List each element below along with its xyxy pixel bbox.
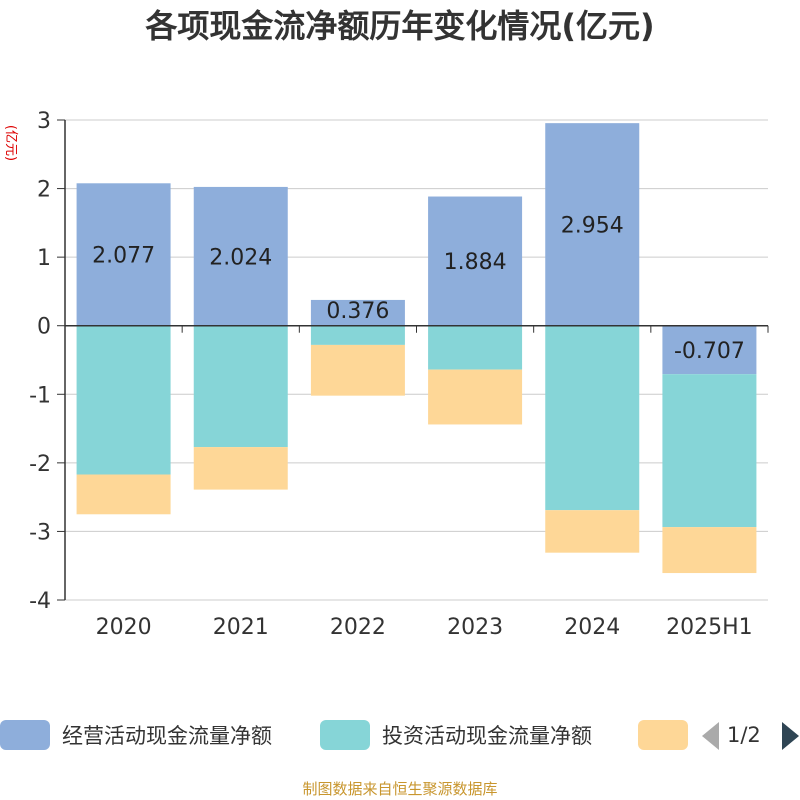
legend-swatch-operating	[0, 720, 50, 750]
x-tick-label: 2020	[96, 615, 152, 640]
bar-segment	[310, 344, 405, 396]
y-tick-label: -2	[29, 452, 51, 477]
bar-segment	[76, 474, 171, 515]
x-tick-label: 2024	[564, 615, 620, 640]
bar-segment	[428, 325, 523, 370]
legend-label-investing: 投资活动现金流量净额	[382, 724, 592, 748]
legend-swatch-financing	[638, 720, 688, 750]
bar-segment	[662, 325, 757, 375]
bar-labels: 2.077 2.024 0.376 1.884 2.954 -0.707	[92, 213, 745, 364]
bar-segment	[662, 527, 757, 574]
bar-segment	[428, 196, 523, 326]
bar-segment	[545, 123, 640, 326]
legend-label-operating: 经营活动现金流量净额	[62, 724, 272, 748]
bar-segment	[76, 183, 171, 326]
legend-prev-page-icon[interactable]	[702, 722, 719, 750]
bar-value-label: 2.024	[209, 245, 272, 270]
legend-item-financing[interactable]	[638, 718, 700, 752]
x-tick-label: 2025H1	[666, 615, 753, 640]
y-tick-label: 0	[37, 315, 51, 340]
bar-segment	[428, 369, 523, 425]
y-tick-label: -1	[29, 383, 51, 408]
bar-segment	[193, 447, 288, 490]
legend-page-indicator: 1/2	[727, 723, 761, 747]
y-tick-label: -4	[29, 589, 51, 614]
legend: 经营活动现金流量净额 投资活动现金流量净额 1/2	[0, 718, 800, 752]
bar-value-label: 0.376	[326, 299, 389, 324]
bar-segment	[310, 299, 405, 326]
axes: -4 -3 -2 -1 0 1 2 3 2020 2021 2022 2023 2024 2025H1	[29, 109, 769, 640]
bar-value-label: -0.707	[674, 339, 745, 364]
source-note: 制图数据来自恒生聚源数据库	[302, 780, 498, 798]
bar-value-label: 2.954	[561, 213, 624, 238]
x-tick-label: 2023	[447, 615, 503, 640]
x-tick-label: 2022	[330, 615, 386, 640]
legend-next-page-icon[interactable]	[782, 722, 799, 750]
bar-segment	[76, 325, 171, 475]
grid-lines	[65, 119, 768, 601]
bars	[76, 123, 757, 574]
bar-segment	[193, 186, 288, 326]
bar-segment	[545, 325, 640, 511]
bar-segment	[662, 374, 757, 528]
bar-value-label: 2.077	[92, 244, 155, 269]
bar-segment	[545, 510, 640, 553]
legend-item-operating[interactable]: 经营活动现金流量净额	[0, 718, 272, 752]
legend-item-investing[interactable]: 投资活动现金流量净额	[320, 718, 592, 752]
legend-swatch-investing	[320, 720, 370, 750]
bar-segment	[310, 325, 405, 345]
x-tick-label: 2021	[213, 615, 269, 640]
bar-value-label: 1.884	[444, 250, 507, 275]
y-tick-label: -3	[29, 520, 51, 545]
bar-segment	[193, 325, 288, 448]
stacked-bar-chart: -4 -3 -2 -1 0 1 2 3 2020 2021 2022 2023 2024 2025H1 2…	[29, 109, 769, 640]
y-tick-label: 2	[37, 178, 51, 203]
y-tick-label: 1	[37, 246, 51, 271]
chart-title: 各项现金流净额历年变化情况(亿元)	[145, 7, 655, 45]
y-tick-label: 3	[37, 109, 51, 134]
